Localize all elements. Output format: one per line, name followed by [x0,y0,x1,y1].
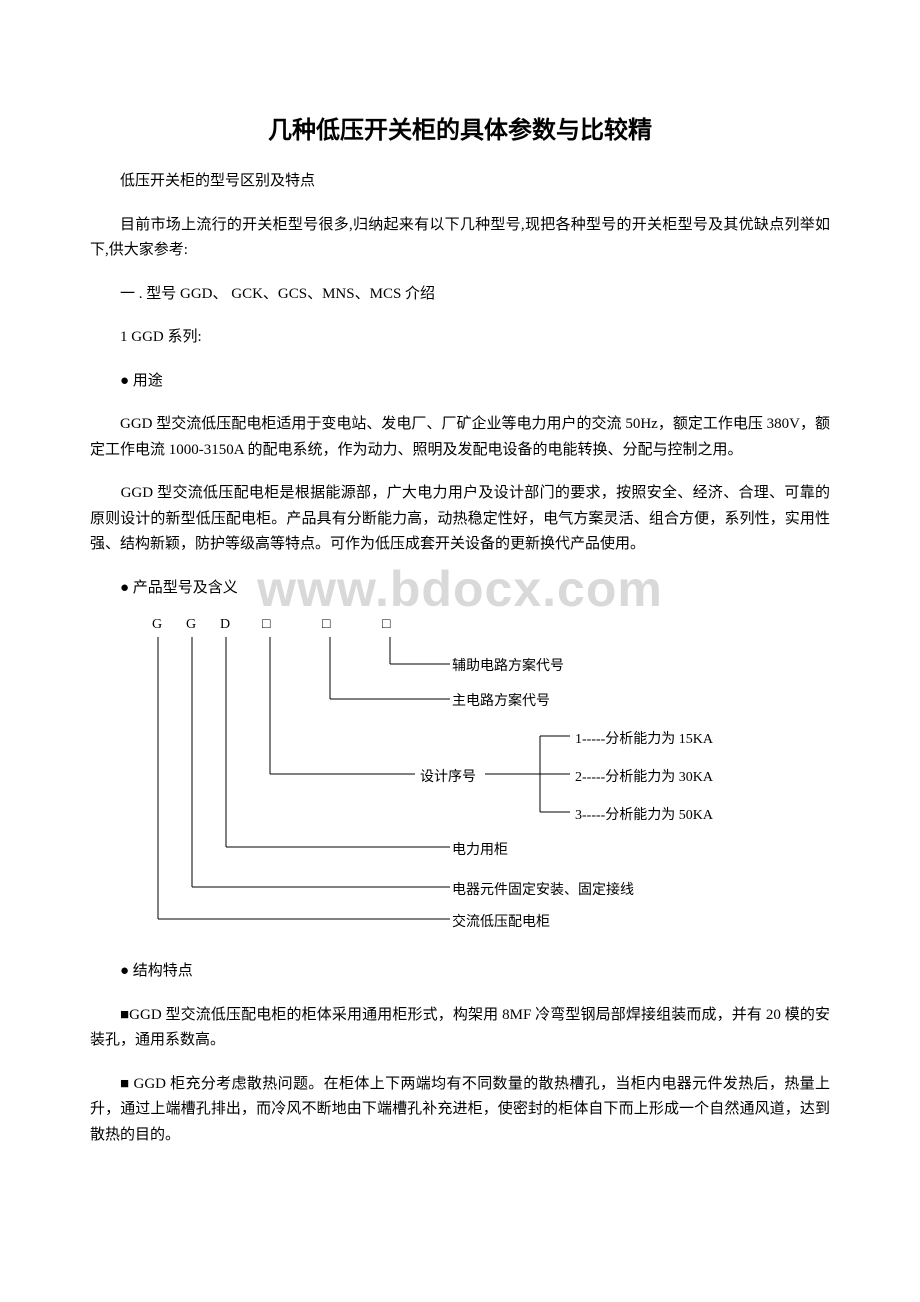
paragraph-usage-2: GGD 型交流低压配电柜是根据能源部，广大电力用户及设计部门的要求，按照安全、经… [90,481,830,558]
diagram-label-d2: 2-----分析能力为 30KA [575,766,713,786]
paragraph-structure-1: ■GGD 型交流低压配电柜的柜体采用通用柜形式，构架用 8MF 冷弯型钢局部焊接… [90,1003,830,1054]
diagram-letter-g2: G [186,617,196,633]
document-title: 几种低压开关柜的具体参数与比较精 [90,110,830,145]
diagram-label-d1: 1-----分析能力为 15KA [575,728,713,748]
paragraph-structure-bullet: ● 结构特点 [90,959,830,985]
diagram-letter-g1: G [152,617,162,633]
paragraph-model-meaning-bullet: ● 产品型号及含义 [90,576,830,602]
diagram-box-2: □ [322,617,330,633]
paragraph-usage-bullet: ● 用途 [90,369,830,395]
paragraph-intro-2: 目前市场上流行的开关柜型号很多,归纳起来有以下几种型号,现把各种型号的开关柜型号… [90,213,830,264]
diagram-label-cabinet: 交流低压配电柜 [452,911,550,931]
diagram-label-power: 电力用柜 [452,839,508,859]
diagram-label-fixed: 电器元件固定安装、固定接线 [452,879,634,899]
diagram-box-3: □ [382,617,390,633]
paragraph-structure-2: ■ GGD 柜充分考虑散热问题。在柜体上下两端均有不同数量的散热槽孔，当柜内电器… [90,1072,830,1149]
diagram-box-1: □ [262,617,270,633]
diagram-label-aux: 辅助电路方案代号 [452,655,564,675]
model-meaning-diagram: G G D □ □ □ 辅助电路方案代号 主电路方案代号 设计序号 1-----… [140,619,760,939]
paragraph-intro-1: 低压开关柜的型号区别及特点 [90,169,830,195]
paragraph-section-heading: 一 . 型号 GGD、 GCK、GCS、MNS、MCS 介绍 [90,282,830,308]
paragraph-usage-1: GGD 型交流低压配电柜适用于变电站、发电厂、厂矿企业等电力用户的交流 50Hz… [90,412,830,463]
diagram-label-design: 设计序号 [420,766,476,786]
document-content: 几种低压开关柜的具体参数与比较精 低压开关柜的型号区别及特点 目前市场上流行的开… [90,110,830,1148]
diagram-label-d3: 3-----分析能力为 50KA [575,804,713,824]
paragraph-series-heading: 1 GGD 系列: [90,325,830,351]
diagram-label-main: 主电路方案代号 [452,690,550,710]
diagram-letter-d: D [220,617,230,633]
